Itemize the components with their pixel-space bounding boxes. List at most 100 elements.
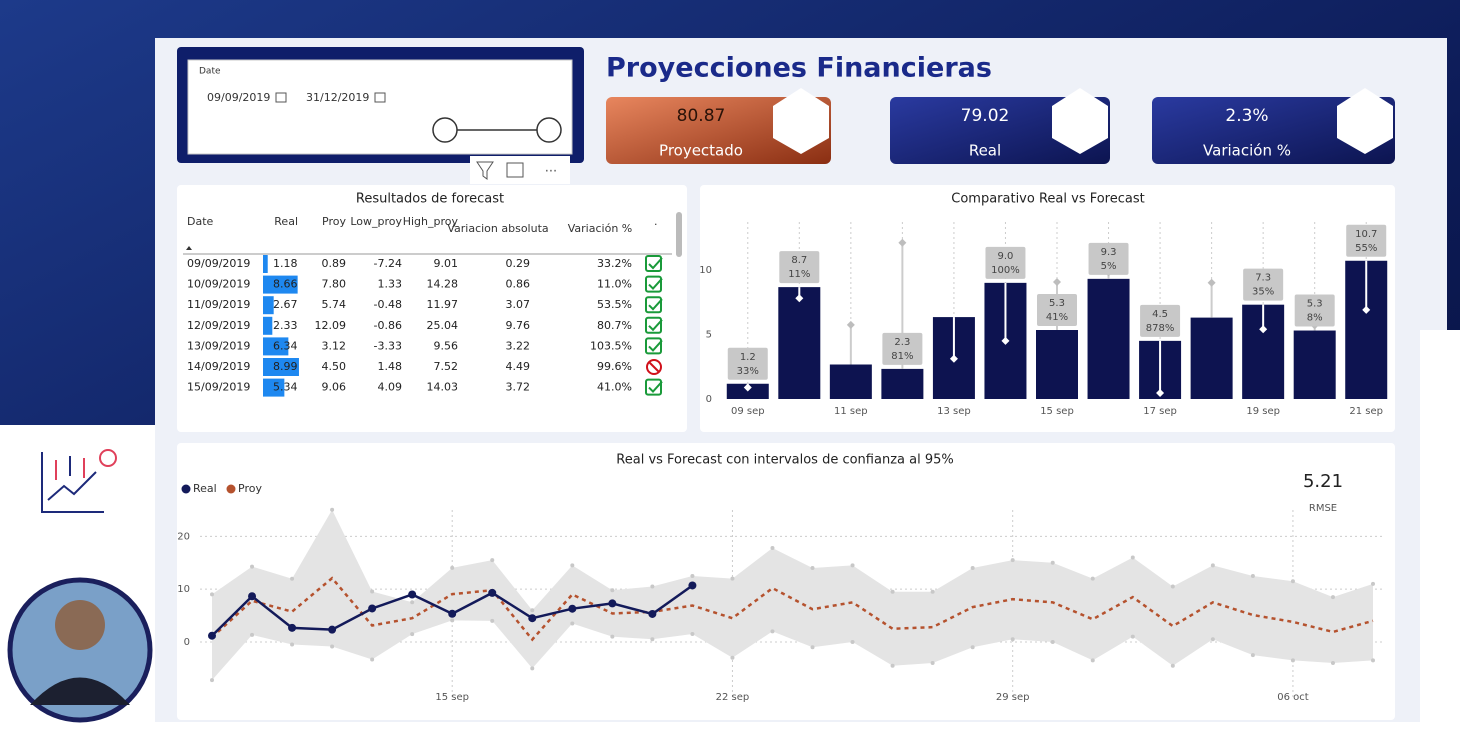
band-point — [330, 644, 335, 649]
slider-handle[interactable] — [432, 117, 458, 143]
column-header: High_proy — [403, 215, 459, 228]
x-tick-label: 13 sep — [937, 406, 971, 417]
legend-swatch — [181, 484, 191, 494]
column-header: . — [654, 215, 658, 228]
cell: 0.86 — [506, 278, 531, 291]
cell: 11.0% — [597, 278, 632, 291]
band-point — [1290, 658, 1295, 663]
variation-label: 35% — [1252, 287, 1274, 298]
band-point — [1170, 584, 1175, 589]
slicer-label: Date — [199, 67, 221, 77]
cell: 5.34 — [273, 381, 298, 394]
band-point — [610, 588, 615, 593]
band-point — [1090, 576, 1095, 581]
data-bar — [263, 378, 285, 397]
band-point — [290, 576, 295, 581]
band-point — [1050, 560, 1055, 565]
slicer-start[interactable]: 09/09/2019 — [207, 91, 270, 104]
band-point — [890, 589, 895, 594]
sort-arrow — [186, 246, 192, 250]
variation-label: 5% — [1101, 261, 1117, 272]
cell: 2.67 — [273, 298, 298, 311]
band-point — [330, 507, 335, 512]
value-label: 5.3 — [1049, 298, 1065, 309]
band-point — [690, 632, 695, 637]
value-label: 7.3 — [1255, 273, 1271, 284]
band-point — [1330, 661, 1335, 666]
more-icon[interactable]: ··· — [545, 165, 557, 180]
band-point — [1090, 658, 1095, 663]
cell: 5.74 — [322, 298, 347, 311]
cell: 11/09/2019 — [187, 298, 250, 311]
cell: 11.97 — [427, 298, 459, 311]
cell: 1.48 — [378, 360, 403, 373]
band-point — [570, 563, 575, 568]
x-tick-label: 11 sep — [834, 406, 868, 417]
data-bar — [263, 337, 289, 356]
variation-label: 100% — [991, 265, 1020, 276]
variation-label: 41% — [1046, 312, 1068, 323]
band-point — [410, 632, 415, 637]
cell: 09/09/2019 — [187, 257, 250, 270]
cell: 0.89 — [322, 257, 347, 270]
avatar-face — [55, 600, 105, 650]
band-point — [970, 645, 975, 650]
variation-label: 55% — [1355, 243, 1377, 254]
logo-icon — [41, 449, 117, 513]
slider-handle[interactable] — [536, 117, 562, 143]
cell: 4.49 — [506, 360, 531, 373]
band-point — [370, 657, 375, 662]
status-icon — [645, 296, 662, 314]
band-point — [450, 618, 455, 623]
variation-label: 81% — [891, 351, 913, 362]
band-point — [1250, 573, 1255, 578]
cell: 7.52 — [434, 360, 459, 373]
band-point — [770, 629, 775, 634]
cell: 99.6% — [597, 360, 632, 373]
cell: 15/09/2019 — [187, 381, 250, 394]
band-point — [850, 639, 855, 644]
kpi-icon — [773, 88, 829, 154]
cell: 2.33 — [273, 319, 298, 332]
variation-label: 878% — [1146, 323, 1175, 334]
kpi-label: RMSE — [1309, 503, 1337, 514]
status-icon — [648, 257, 663, 270]
scrollbar[interactable] — [676, 212, 682, 257]
series-point — [448, 609, 457, 618]
band-point — [930, 589, 935, 594]
series-point — [368, 604, 377, 613]
cell: 9.76 — [506, 319, 531, 332]
x-tick-label: 17 sep — [1143, 406, 1177, 417]
band-point — [1050, 639, 1055, 644]
kpi-label: Proyectado — [659, 142, 743, 160]
slicer-end[interactable]: 31/12/2019 — [306, 91, 369, 104]
forecast-marker — [795, 294, 804, 303]
forecast-marker — [1156, 389, 1165, 398]
calendar-icon[interactable] — [374, 92, 386, 103]
y-tick-label: 20 — [177, 531, 190, 542]
band-point — [810, 645, 815, 650]
column-header: Variacion absoluta — [447, 222, 548, 235]
band-point — [250, 632, 255, 637]
cell: -0.86 — [374, 319, 402, 332]
series-point — [528, 614, 537, 623]
forecast-marker — [898, 238, 907, 247]
band-point — [530, 608, 535, 613]
band-point — [1130, 634, 1135, 639]
column-header: Variación % — [568, 222, 633, 235]
right-strip — [1420, 330, 1460, 752]
focus-icon[interactable] — [506, 162, 524, 178]
cell: 8.99 — [273, 360, 298, 373]
forecast-marker — [1362, 305, 1371, 314]
series-point — [288, 623, 297, 632]
cell: 4.09 — [378, 381, 403, 394]
kpi-label: Real — [969, 142, 1001, 160]
calendar-icon[interactable] — [275, 92, 287, 103]
value-label: 2.3 — [894, 337, 910, 348]
y-tick-label: 0 — [184, 637, 190, 648]
band-point — [770, 546, 775, 550]
label-box — [1037, 294, 1077, 327]
filter-icon[interactable] — [476, 161, 494, 180]
kpi-value: 5.21 — [1303, 471, 1343, 492]
slicer[interactable] — [187, 59, 573, 155]
